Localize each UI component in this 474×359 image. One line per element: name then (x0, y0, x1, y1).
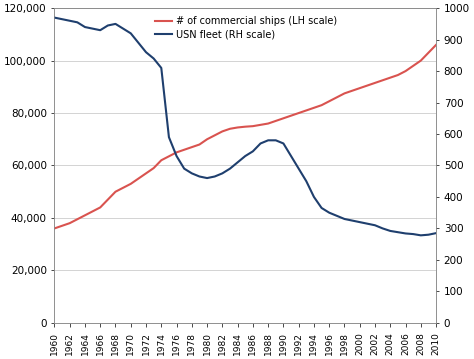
Line: # of commercial ships (LH scale): # of commercial ships (LH scale) (55, 45, 436, 228)
USN fleet (RH scale) (52, 15, 57, 20)
# of commercial ships (LH scale) (426, 51, 431, 55)
USN fleet (RH scale) (166, 135, 172, 139)
# of commercial ships (LH scale) (136, 176, 141, 181)
USN fleet (RH scale) (173, 154, 179, 158)
# of commercial ships (LH scale) (327, 99, 332, 103)
Legend: # of commercial ships (LH scale), USN fleet (RH scale): # of commercial ships (LH scale), USN fl… (155, 16, 337, 39)
# of commercial ships (LH scale) (166, 154, 172, 158)
USN fleet (RH scale) (426, 233, 431, 237)
USN fleet (RH scale) (327, 210, 332, 215)
USN fleet (RH scale) (303, 179, 309, 183)
USN fleet (RH scale) (136, 41, 141, 45)
# of commercial ships (LH scale) (52, 226, 57, 230)
USN fleet (RH scale) (418, 233, 424, 238)
USN fleet (RH scale) (433, 231, 439, 235)
# of commercial ships (LH scale) (433, 43, 439, 47)
# of commercial ships (LH scale) (303, 108, 309, 113)
# of commercial ships (LH scale) (173, 150, 179, 154)
Line: USN fleet (RH scale): USN fleet (RH scale) (55, 18, 436, 236)
